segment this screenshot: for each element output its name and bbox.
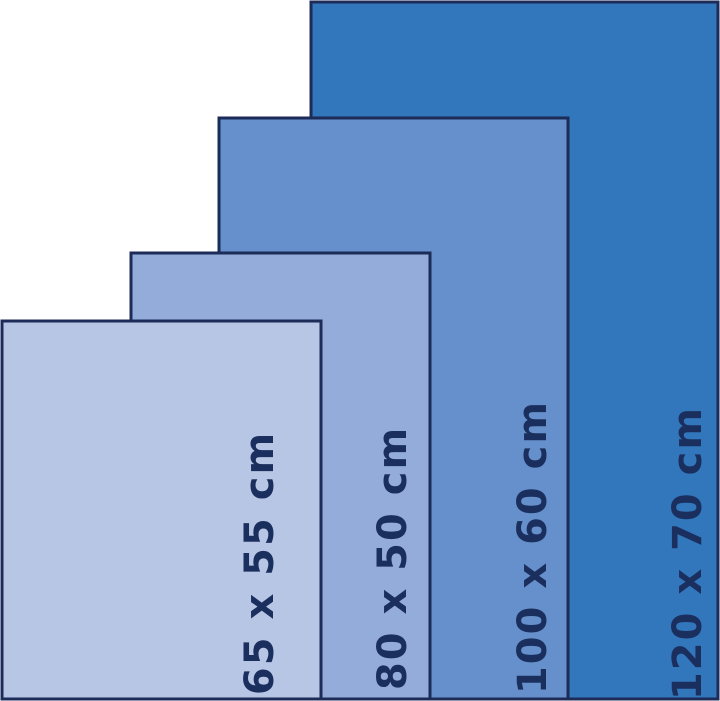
- size-label: 100 x 60 cm: [510, 400, 556, 694]
- size-label: 65 x 55 cm: [237, 431, 283, 695]
- size-label: 80 x 50 cm: [370, 426, 416, 690]
- size-label: 120 x 70 cm: [665, 406, 711, 700]
- panel-small: [0, 319, 323, 701]
